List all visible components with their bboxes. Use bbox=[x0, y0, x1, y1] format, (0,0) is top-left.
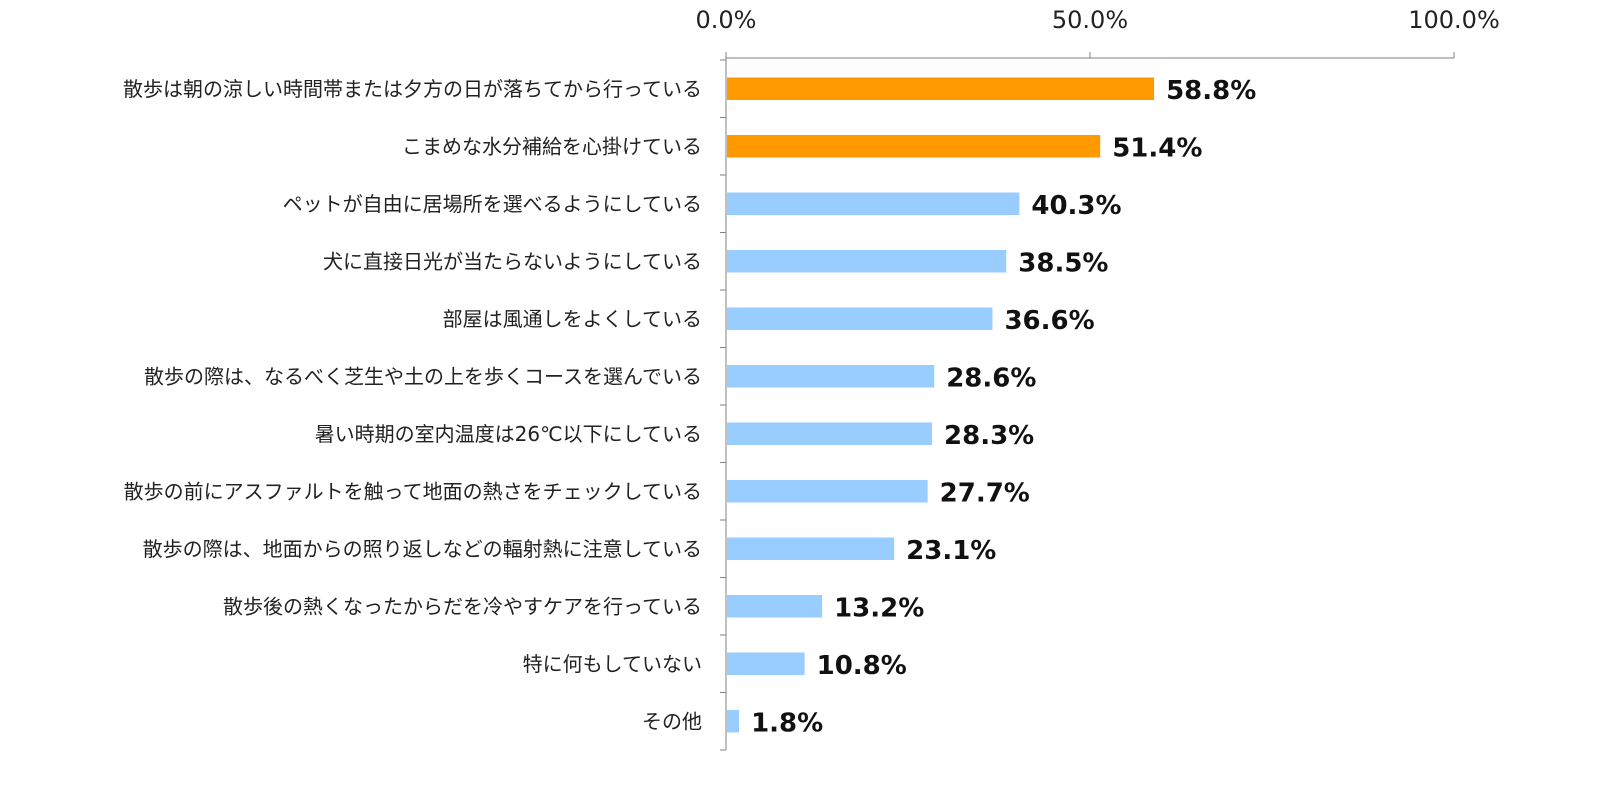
x-tick-label: 0.0% bbox=[696, 6, 757, 34]
category-label: こまめな水分補給を心掛けている bbox=[402, 134, 702, 158]
value-label: 28.3% bbox=[944, 421, 1034, 451]
bar bbox=[727, 710, 740, 733]
value-label: 58.8% bbox=[1166, 76, 1256, 106]
bar bbox=[727, 135, 1101, 158]
value-label: 40.3% bbox=[1031, 191, 1121, 221]
category-label: ペットが自由に居場所を選べるようにしている bbox=[283, 192, 702, 216]
value-label: 13.2% bbox=[834, 593, 924, 623]
axis-layer: 0.0% 50.0% 100.0% bbox=[696, 6, 1500, 751]
bar bbox=[727, 365, 935, 388]
bar bbox=[727, 307, 993, 330]
value-label: 36.6% bbox=[1004, 306, 1094, 336]
category-label: 特に何もしていない bbox=[523, 652, 702, 676]
x-tick-label: 100.0% bbox=[1408, 6, 1500, 34]
category-label: 散歩の際は、地面からの照り返しなどの輻射熱に注意している bbox=[143, 537, 702, 561]
bar bbox=[727, 595, 823, 618]
category-label: 散歩の際は、なるべく芝生や土の上を歩くコースを選んでいる bbox=[144, 364, 702, 388]
category-label: 散歩は朝の涼しい時間帯または夕方の日が落ちてから行っている bbox=[123, 77, 702, 101]
category-label: 犬に直接日光が当たらないようにしている bbox=[323, 249, 702, 273]
bar bbox=[727, 77, 1155, 100]
category-label: その他 bbox=[642, 709, 702, 733]
x-tick-label: 50.0% bbox=[1052, 6, 1128, 34]
category-label: 散歩の前にアスファルトを触って地面の熱さをチェックしている bbox=[124, 479, 702, 503]
value-label: 23.1% bbox=[906, 536, 996, 566]
bar-layer bbox=[727, 77, 1155, 733]
value-label: 1.8% bbox=[751, 708, 823, 738]
value-label: 10.8% bbox=[817, 651, 907, 681]
bar bbox=[727, 652, 805, 675]
value-label: 38.5% bbox=[1018, 248, 1108, 278]
label-layer: 散歩は朝の涼しい時間帯または夕方の日が落ちてから行っている 58.8% こまめな水分… bbox=[123, 76, 1256, 739]
category-label: 暑い時期の室内温度は26℃以下にしている bbox=[315, 422, 702, 446]
category-label: 部屋は風通しをよくしている bbox=[443, 307, 702, 331]
bar bbox=[727, 537, 895, 560]
value-label: 28.6% bbox=[946, 363, 1036, 393]
bar bbox=[727, 250, 1007, 273]
bar bbox=[727, 480, 928, 503]
value-label: 27.7% bbox=[940, 478, 1030, 508]
value-label: 51.4% bbox=[1112, 133, 1202, 163]
category-label: 散歩後の熱くなったからだを冷やすケアを行っている bbox=[223, 594, 702, 618]
bar bbox=[727, 422, 933, 445]
bar bbox=[727, 192, 1020, 215]
